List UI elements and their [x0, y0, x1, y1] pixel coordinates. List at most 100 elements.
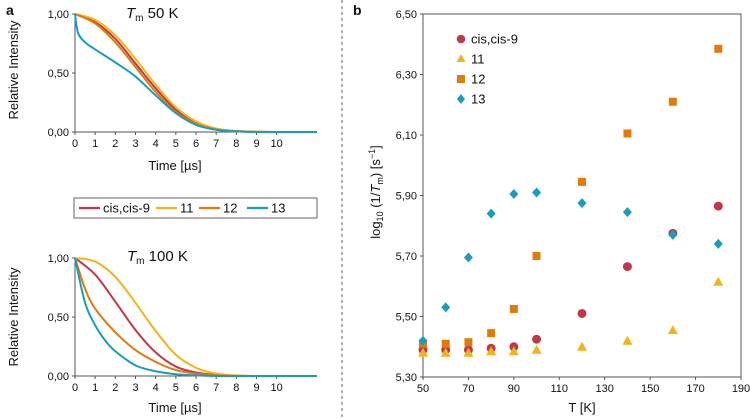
- bottom-x-tick-label: 3: [132, 382, 138, 394]
- right-point-12: [714, 44, 723, 53]
- right-y-tick-label: 6,30: [396, 70, 417, 82]
- legend-b-marker-13: [457, 94, 465, 104]
- right-x-tick-label: 170: [686, 383, 704, 395]
- right-x-tick-label: 130: [596, 383, 614, 395]
- bottom-y-tick-label: 0,50: [48, 312, 69, 324]
- bottom-y-tick-label: 0,00: [48, 371, 69, 383]
- legend-b-marker-11: [456, 54, 466, 62]
- bottom-x-tick-label: 1: [92, 382, 98, 394]
- right-point-12: [464, 338, 473, 347]
- bottom-x-tick-label: 9: [253, 382, 259, 394]
- bottom-y-tick-label: 1,00: [48, 253, 69, 265]
- bottom-series-line-12: [74, 257, 317, 378]
- right-x-axis-label: T [K]: [568, 400, 595, 415]
- legend-a-label-11: 11: [180, 201, 194, 216]
- legend-b-marker-cis-cis-9: [456, 34, 466, 44]
- right-point-11: [418, 347, 428, 357]
- right-point-12: [532, 252, 541, 260]
- right-point-12: [578, 177, 586, 186]
- legend-a-label-12: 12: [223, 201, 237, 216]
- bottom-x-tick-label: 7: [213, 382, 219, 394]
- legend-b-label-13: 13: [471, 92, 485, 107]
- right-y-tick-label: 5,30: [396, 372, 417, 384]
- right-point-12: [487, 329, 496, 338]
- right-point-11: [577, 341, 587, 351]
- top-x-tick-label: 1: [92, 138, 98, 150]
- right-point-13: [463, 252, 473, 263]
- legend-panel-b: cis,cis-9 11 12 13: [456, 32, 518, 107]
- top-y-axis-label: Relative Intensity: [6, 20, 21, 119]
- right-point-13: [668, 229, 678, 240]
- legend-a-frame: [73, 197, 318, 219]
- right-x-tick-label: 190: [732, 383, 750, 395]
- top-x-tick-label: 8: [233, 138, 239, 150]
- right-y-tick-label: 5,50: [396, 312, 417, 324]
- top-x-tick-label: 10: [271, 138, 283, 150]
- right-point-cis-cis-9: [713, 201, 723, 211]
- bottom-x-tick-label: 10: [271, 382, 283, 394]
- top-series-line-11: [74, 13, 317, 134]
- top-y-tick-label: 0,00: [48, 127, 69, 139]
- bottom-x-tick-label: 8: [233, 382, 239, 394]
- bottom-series-line-13: [74, 257, 317, 378]
- top-y-tick-label: 0,50: [48, 68, 69, 80]
- legend-b-marker-12: [457, 75, 465, 83]
- bottom-series-line-11: [74, 257, 317, 378]
- right-point-cis-cis-9: [532, 334, 542, 344]
- right-point-12: [668, 97, 677, 106]
- right-point-11: [486, 346, 497, 356]
- bottom-y-axis-label: Relative Intensity: [6, 267, 21, 366]
- legend-a-label-13: 13: [271, 201, 285, 216]
- right-point-11: [463, 347, 474, 357]
- right-point-13: [486, 208, 496, 219]
- right-y-tick-label: 6,10: [396, 130, 417, 142]
- right-x-tick-label: 50: [417, 383, 429, 395]
- right-x-tick-label: 110: [551, 383, 569, 395]
- right-point-11: [667, 325, 678, 335]
- right-y-tick-label: 6,50: [396, 9, 417, 21]
- legend-b-label-11: 11: [471, 52, 485, 67]
- right-y-tick-label: 5,70: [396, 251, 417, 263]
- legend-b-label-12: 12: [471, 72, 485, 87]
- top-x-tick-label: 7: [213, 138, 219, 150]
- top-chart-title: Tm 50 K: [126, 5, 179, 24]
- top-x-tick-label: 6: [193, 138, 199, 150]
- legend-panel-a: cis,cis-9 11 12 13: [73, 197, 318, 219]
- right-point-cis-cis-9: [577, 308, 587, 318]
- top-x-tick-label: 4: [153, 138, 159, 150]
- right-point-11: [713, 276, 724, 286]
- legend-b-label-cis-cis-9: cis,cis-9: [471, 32, 518, 47]
- right-x-tick-label: 70: [462, 383, 474, 395]
- right-point-13: [577, 198, 587, 209]
- top-y-tick-label: 1,00: [48, 9, 69, 21]
- legend-a-label-cis-cis-9: cis,cis-9: [103, 201, 150, 216]
- top-x-axis-label: Time [µs]: [148, 158, 201, 173]
- bottom-chart-title: Tm 100 K: [127, 248, 188, 267]
- right-point-13: [532, 187, 542, 198]
- right-plot-frame: [422, 13, 742, 378]
- bottom-x-tick-label: 4: [153, 382, 159, 394]
- right-point-12: [441, 339, 450, 348]
- right-y-tick-label: 5,90: [396, 191, 417, 203]
- chart-decay-50K: 0 1 2 3 4 5 6 7 8 9 10 0,00 0,50 1,00: [48, 9, 317, 150]
- right-point-11: [531, 344, 542, 354]
- top-x-tick-label: 2: [112, 138, 118, 150]
- bottom-x-tick-label: 2: [112, 382, 118, 394]
- bottom-x-tick-label: 6: [193, 382, 199, 394]
- right-point-11: [440, 347, 451, 357]
- right-point-13: [441, 302, 451, 313]
- right-x-tick-label: 90: [508, 383, 520, 395]
- top-x-tick-label: 3: [132, 138, 138, 150]
- top-x-tick-label: 5: [173, 138, 179, 150]
- chart-log-rate-vs-temperature: 50 70 90 110 130 150 170 190 5,30 5,50 5,70 5,90 6,1…: [396, 9, 750, 395]
- bottom-x-axis-label: Time [µs]: [148, 400, 201, 415]
- bottom-series-line-cis-cis-9: [74, 257, 317, 378]
- bottom-x-tick-label: 0: [72, 382, 78, 394]
- chart-decay-100K: 0 1 2 3 4 5 6 7 8 9 10 0,00 0,50 1,00: [48, 253, 317, 394]
- right-point-11: [622, 335, 633, 345]
- top-series-line-13: [74, 13, 317, 134]
- right-point-13: [418, 335, 428, 346]
- panel-label-a: a: [6, 2, 14, 18]
- right-y-axis-label: log10 (1/Tm) [s−1]: [367, 145, 385, 239]
